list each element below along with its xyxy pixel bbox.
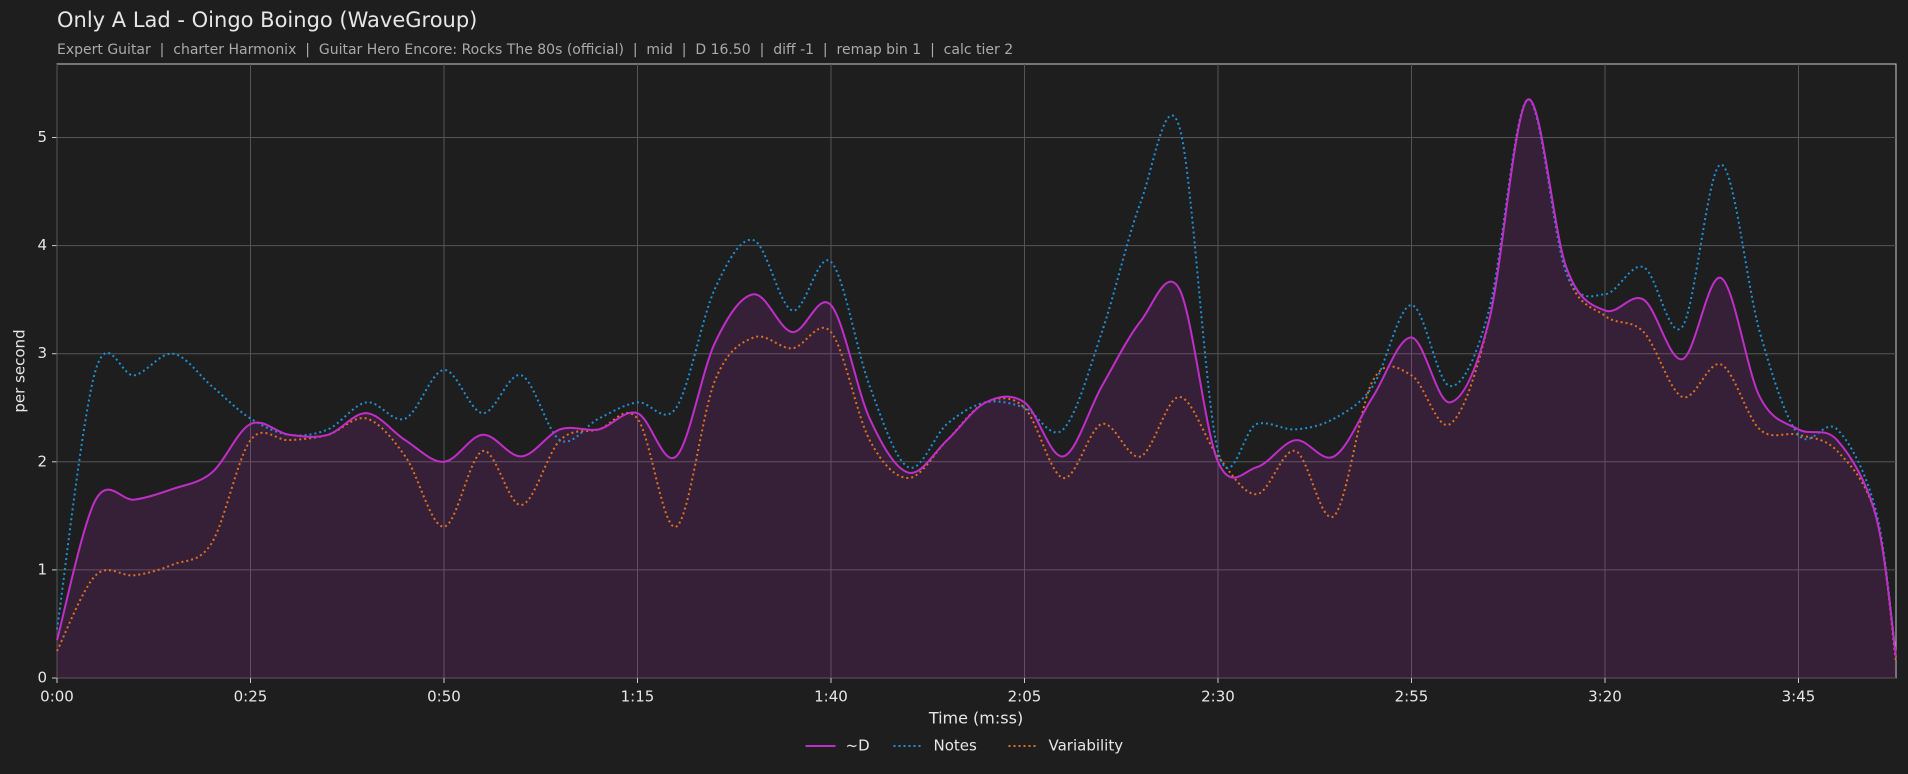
x-tick-label: 3:45 [1782,688,1816,706]
legend-label: ~D [846,737,870,755]
x-tick-label: 2:55 [1395,688,1429,706]
x-tick-label: 3:20 [1588,688,1622,706]
plot-area [56,63,1897,679]
x-tick-label: 0:25 [234,688,268,706]
y-tick-label: 1 [37,560,47,578]
x-tick-label: 0:50 [427,688,461,706]
series-line [56,98,1897,657]
y-tick-label: 2 [37,452,47,470]
y-axis-label: per second [11,329,29,412]
series-line [56,98,1897,662]
chart-title: Only A Lad - Oingo Boingo (WaveGroup) [57,8,477,32]
chart-subtitle: Expert Guitar | charter Harmonix | Guita… [57,42,1013,58]
y-tick-label: 4 [37,236,47,254]
y-tick-label: 5 [37,128,47,146]
y-tick-label: 3 [37,344,47,362]
x-axis-label: Time (m:ss) [928,709,1023,728]
area [57,99,1896,679]
x-tick-label: 0:00 [40,688,74,706]
x-tick-label: 2:30 [1201,688,1235,706]
legend-label: Variability [1049,737,1124,755]
x-tick-label: 1:40 [814,688,848,706]
series-line [56,98,1897,657]
x-tick-label: 1:15 [621,688,655,706]
legend-label: Notes [934,737,978,755]
y-tick-label: 0 [37,669,47,687]
x-tick-label: 2:05 [1008,688,1042,706]
